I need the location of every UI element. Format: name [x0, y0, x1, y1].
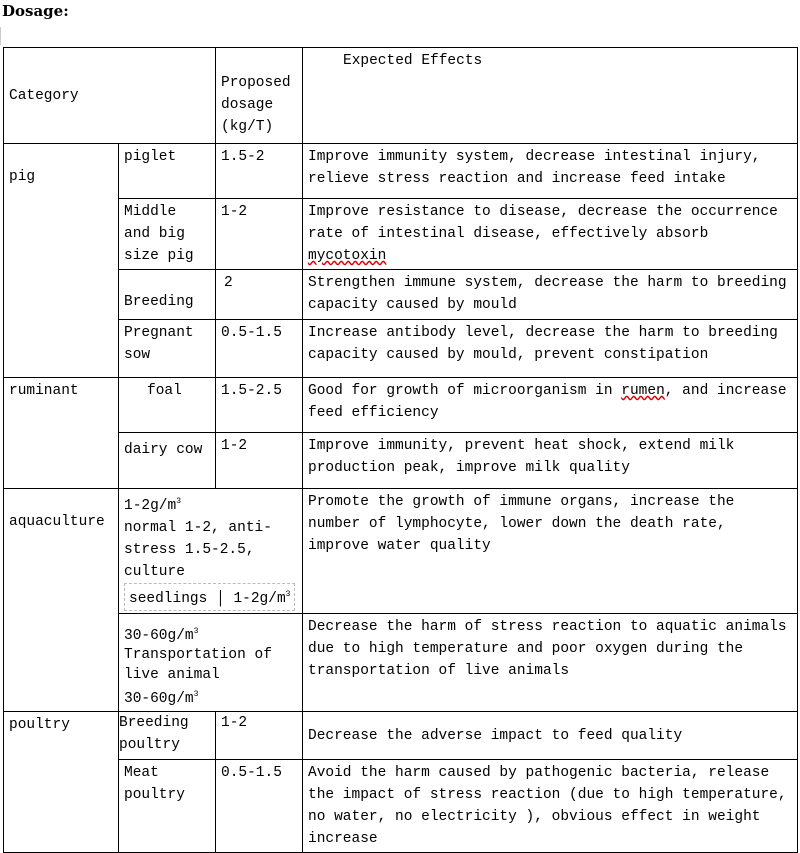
table-row: pig piglet 1.5-2 Improve immunity system… — [3, 143, 798, 378]
seedlings-cell: seedlings │ 1-2g/m3 — [124, 582, 296, 611]
superscript: 3 — [176, 497, 182, 506]
group-poultry: poultry — [3, 711, 119, 853]
header-effects: Expected Effects — [302, 47, 798, 144]
table-row: Pregnant sow 0.5-1.5 Increase antibody l… — [4, 319, 798, 378]
effects: Decrease the harm of stress reaction to … — [302, 612, 798, 713]
effects: Strengthen immune system, decrease the h… — [302, 269, 798, 320]
sub-category: piglet — [118, 143, 216, 199]
superscript: 3 — [285, 589, 291, 599]
table-header-row: Category Proposed dosage (kg/T) Expected… — [3, 47, 798, 144]
dosage: 1.5-2.5 — [215, 377, 303, 433]
dosage-text: Transportation of live animal — [124, 647, 272, 684]
effects: Decrease the adverse impact to feed qual… — [302, 711, 798, 761]
effects-text: Good for growth of microorganism in — [308, 383, 622, 399]
group-aquaculture: aquaculture — [3, 487, 119, 713]
superscript: 3 — [193, 626, 199, 636]
sub-category: Breeding poultry — [118, 711, 216, 761]
dosage: 2 — [215, 269, 303, 320]
dosage: 1-2 — [215, 432, 303, 489]
dosage: 0.5-1.5 — [215, 759, 303, 853]
dosage-text: 30-60g/m — [124, 627, 194, 644]
effects-text: Improve resistance to disease, decrease … — [308, 204, 778, 242]
spellcheck-word: rumen — [621, 383, 665, 399]
table-row: Meat poultry 0.5-1.5 Avoid the harm caus… — [4, 759, 798, 853]
effects-text: , and increase feed efficiency — [308, 383, 787, 421]
section-title: Dosage: — [2, 2, 69, 20]
effects: Good for growth of microorganism in rume… — [302, 377, 798, 433]
dosage: 1-2 — [215, 198, 303, 270]
seedlings-label: seedlings — [129, 590, 208, 607]
dosage: 1-2g/m3 normal 1-2, anti-stress 1.5-2.5,… — [118, 488, 303, 614]
dosage-text: 30-60g/m — [124, 691, 194, 708]
table-row: Middle and big size pig 1-2 Improve resi… — [4, 198, 798, 270]
effects: Improve immunity, prevent heat shock, ex… — [302, 432, 798, 489]
effects: Promote the growth of immune organs, inc… — [302, 488, 798, 614]
dosage-text: 1-2g/m — [124, 497, 177, 514]
dosage-table: Category Proposed dosage (kg/T) Expected… — [3, 47, 798, 853]
group-ruminant: ruminant — [3, 377, 119, 489]
table-row: poultry Breeding poultry 1-2 Decrease th… — [3, 711, 798, 853]
table-row: 30-60g/m3 Transportation of live animal … — [4, 612, 798, 713]
effects: Avoid the harm caused by pathogenic bact… — [302, 759, 798, 853]
sub-category: foal — [118, 377, 216, 433]
sub-category: Breeding — [118, 269, 216, 320]
effects: Increase antibody level, decrease the ha… — [302, 319, 798, 378]
table-row: aquaculture 1-2g/m3 normal 1-2, anti-str… — [3, 487, 798, 713]
dosage-text: normal 1-2, anti-stress 1.5-2.5, culture — [124, 519, 272, 580]
group-pig: pig — [3, 143, 119, 378]
dosage: 0.5-1.5 — [215, 319, 303, 378]
sub-category: dairy cow — [118, 432, 216, 489]
header-dosage: Proposed dosage (kg/T) — [215, 47, 303, 144]
sub-category: Pregnant sow — [118, 319, 216, 378]
seedlings-dose: 1-2g/m — [233, 590, 286, 607]
superscript: 3 — [193, 690, 199, 700]
table-row: dairy cow 1-2 Improve immunity, prevent … — [4, 432, 798, 489]
sub-category: Meat poultry — [118, 759, 216, 853]
effects: Improve resistance to disease, decrease … — [302, 198, 798, 270]
dosage: 1.5-2 — [215, 143, 303, 199]
sub-category: Middle and big size pig — [118, 198, 216, 270]
table-row: Breeding 2 Strengthen immune system, dec… — [4, 269, 798, 320]
spellcheck-word: mycotoxin — [308, 248, 387, 264]
cursor-marker — [0, 27, 3, 45]
header-category: Category — [3, 47, 216, 144]
dosage: 30-60g/m3 Transportation of live animal … — [118, 612, 303, 713]
effects: Improve immunity system, decrease intest… — [302, 143, 798, 199]
table-row: ruminant foal 1.5-2.5 Good for growth of… — [3, 377, 798, 489]
dosage: 1-2 — [215, 711, 303, 761]
